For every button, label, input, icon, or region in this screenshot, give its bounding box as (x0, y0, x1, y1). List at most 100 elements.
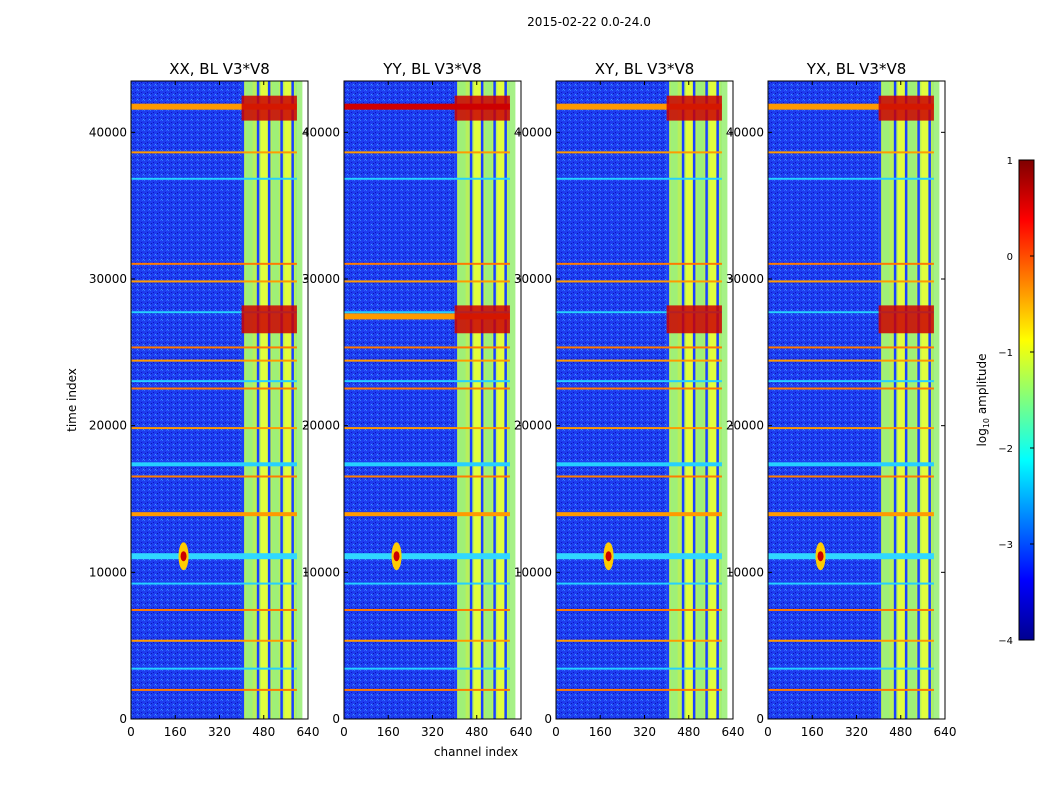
source-peak (393, 551, 400, 562)
flag-line (131, 688, 297, 691)
flag-line (344, 667, 510, 670)
flag-line (344, 387, 510, 390)
source-peak (605, 551, 612, 562)
rfi-gap (493, 81, 496, 719)
rfi-gap (267, 81, 271, 719)
x-tick-label: 160 (377, 725, 400, 739)
rfi-stripe (670, 81, 678, 719)
y-tick-label: 20000 (514, 419, 552, 433)
y-tick-label: 0 (544, 712, 552, 726)
flag-line (768, 667, 934, 670)
colorbar-label-sub: 10 (982, 418, 991, 428)
rfi-block (241, 95, 297, 121)
flag-line (344, 380, 510, 383)
flag-line (768, 177, 934, 180)
source-band (131, 553, 297, 560)
x-tick-label: 640 (722, 725, 745, 739)
flag-line (556, 387, 722, 390)
y-tick-label: 40000 (89, 125, 127, 139)
rfi-time-band (556, 103, 722, 110)
rfi-time-band (344, 103, 510, 110)
flag-line (768, 280, 934, 283)
flag-line (768, 639, 934, 642)
y-tick-label: 40000 (514, 125, 552, 139)
flag-line (556, 667, 722, 670)
flag-line (131, 608, 297, 611)
x-tick-label: 0 (127, 725, 135, 739)
flag-line (768, 311, 934, 314)
colorbar-label: log10 amplitude (975, 354, 991, 447)
flag-line (131, 582, 297, 585)
rfi-block (878, 95, 934, 121)
y-tick-label: 40000 (302, 125, 340, 139)
flag-line (556, 151, 722, 154)
rfi-time-band (344, 313, 510, 320)
x-tick-label: 160 (589, 725, 612, 739)
x-tick-label: 0 (340, 725, 348, 739)
colorbar-label-log: log (975, 428, 989, 446)
x-axis-label: channel index (434, 745, 518, 759)
panel-xy: XY, BL V3*V8 0 160 320 480 640 0 10000 20000 3000… (514, 60, 745, 739)
y-tick-label: 30000 (726, 272, 764, 286)
flag-line (344, 688, 510, 691)
flag-line (768, 427, 934, 430)
empty-region (933, 81, 945, 719)
rfi-gap (280, 81, 283, 719)
rfi-stripe (497, 81, 505, 719)
rfi-stripe (709, 81, 717, 719)
x-tick-label: 320 (421, 725, 444, 739)
flag-line (768, 387, 934, 390)
flag-line (768, 462, 934, 467)
y-tick-label: 30000 (89, 272, 127, 286)
rfi-block (454, 305, 510, 334)
rfi-gap (917, 81, 920, 719)
flag-line (556, 280, 722, 283)
flag-line (768, 608, 934, 611)
flag-line (556, 608, 722, 611)
flag-line (556, 177, 722, 180)
x-tick-label: 160 (801, 725, 824, 739)
rfi-block (241, 305, 297, 334)
flag-line (768, 359, 934, 362)
x-tick-label: 160 (164, 725, 187, 739)
heatmap-image (131, 81, 308, 719)
rfi-stripe (921, 81, 929, 719)
flag-line (556, 582, 722, 585)
flag-line (131, 311, 297, 314)
x-tick-label: 0 (552, 725, 560, 739)
flag-line (344, 262, 510, 265)
rfi-gap (878, 81, 882, 719)
flag-line (768, 346, 934, 349)
flag-line (556, 346, 722, 349)
flag-line (768, 475, 934, 478)
colorbar-tick-label: 1 (1007, 156, 1013, 167)
rfi-gap (692, 81, 696, 719)
rfi-stripe (484, 81, 492, 719)
rfi-gap (469, 81, 473, 719)
flag-line (556, 380, 722, 383)
rfi-stripe (696, 81, 704, 719)
rfi-block (878, 305, 934, 334)
flag-line (768, 262, 934, 265)
flag-line (556, 427, 722, 430)
rfi-stripe (295, 81, 303, 719)
colorbar-tick-label: −2 (998, 444, 1013, 455)
y-tick-label: 10000 (302, 565, 340, 579)
panel-yx: YX, BL V3*V8 0 160 320 480 640 0 10000 20000 3000… (726, 60, 957, 739)
flag-line (131, 359, 297, 362)
x-tick-label: 0 (764, 725, 772, 739)
flag-line (556, 639, 722, 642)
flag-line (131, 280, 297, 283)
flag-line (556, 512, 722, 517)
x-tick-label: 320 (208, 725, 231, 739)
flag-line (131, 262, 297, 265)
flag-line (131, 346, 297, 349)
panel-title: YX, BL V3*V8 (806, 60, 907, 78)
x-tick-label: 480 (465, 725, 488, 739)
flag-line (344, 462, 510, 467)
x-tick-label: 640 (297, 725, 320, 739)
x-tick-label: 480 (252, 725, 275, 739)
flag-line (768, 512, 934, 517)
rfi-stripe (458, 81, 466, 719)
flag-line (768, 688, 934, 691)
